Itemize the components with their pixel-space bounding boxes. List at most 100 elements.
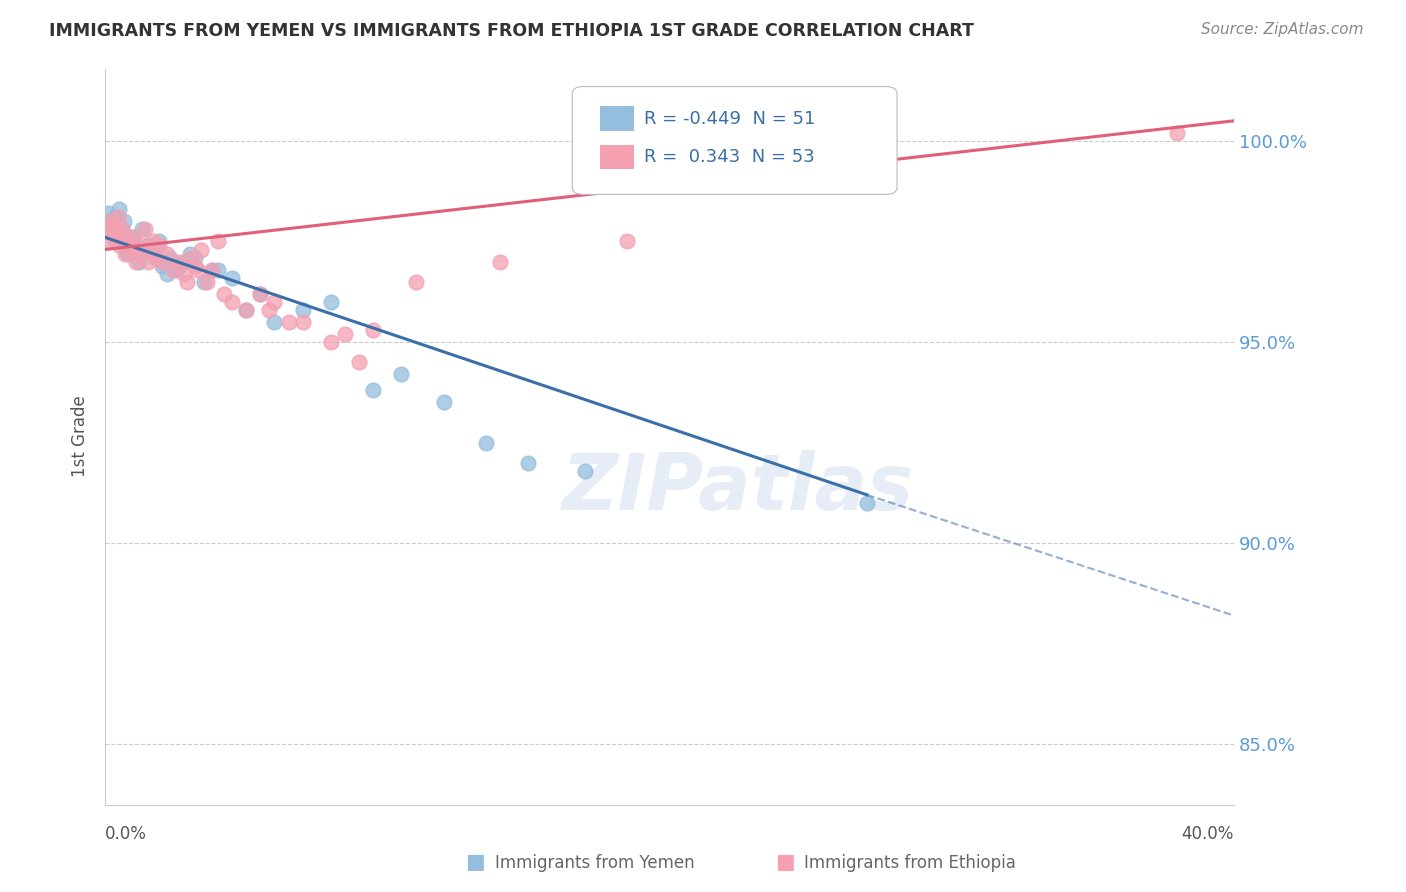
Point [131, 222, 153, 236]
Point [112, 214, 135, 228]
Point [433, 395, 456, 409]
Point [291, 302, 314, 317]
Point [153, 254, 176, 268]
Point [263, 294, 285, 309]
Point [104, 235, 127, 249]
Point [156, 267, 179, 281]
Point [101, 219, 124, 233]
Point [249, 286, 271, 301]
Point [156, 246, 179, 260]
Point [221, 294, 243, 309]
Point [114, 246, 136, 260]
Point [125, 254, 148, 268]
Point [856, 496, 879, 510]
Point [184, 259, 207, 273]
Point [184, 251, 207, 265]
Point [176, 275, 198, 289]
Point [114, 238, 136, 252]
Point [574, 464, 596, 478]
Point [201, 262, 224, 277]
Point [173, 267, 195, 281]
Text: Source: ZipAtlas.com: Source: ZipAtlas.com [1201, 22, 1364, 37]
Point [319, 334, 342, 349]
Point [361, 384, 384, 398]
Text: R =  0.343  N = 53: R = 0.343 N = 53 [644, 148, 814, 166]
Point [235, 302, 257, 317]
Point [139, 243, 162, 257]
Point [128, 254, 150, 268]
Point [167, 254, 190, 268]
Point [107, 211, 129, 225]
Point [97, 206, 120, 220]
Text: ■: ■ [775, 853, 794, 872]
Point [104, 230, 127, 244]
Point [207, 262, 229, 277]
Point [167, 259, 190, 273]
Point [148, 235, 170, 249]
Point [125, 243, 148, 257]
Point [131, 238, 153, 252]
Point [117, 235, 139, 249]
Point [179, 251, 201, 265]
Text: ■: ■ [465, 853, 485, 872]
Point [110, 230, 132, 244]
Point [361, 323, 384, 337]
Point [142, 235, 165, 249]
Point [207, 235, 229, 249]
Point [221, 270, 243, 285]
Point [97, 222, 120, 236]
Point [159, 251, 181, 265]
Point [111, 222, 134, 236]
Point [187, 262, 209, 277]
Point [108, 202, 131, 217]
Point [193, 275, 215, 289]
Point [405, 275, 427, 289]
Point [105, 222, 128, 236]
Text: IMMIGRANTS FROM YEMEN VS IMMIGRANTS FROM ETHIOPIA 1ST GRADE CORRELATION CHART: IMMIGRANTS FROM YEMEN VS IMMIGRANTS FROM… [49, 22, 974, 40]
Point [117, 246, 139, 260]
Point [100, 214, 122, 228]
Point [115, 243, 138, 257]
Point [489, 254, 512, 268]
Point [103, 211, 125, 225]
Point [110, 230, 132, 244]
Point [136, 238, 159, 252]
Point [100, 214, 122, 228]
Point [165, 262, 187, 277]
Point [120, 230, 142, 244]
Point [128, 246, 150, 260]
Point [173, 254, 195, 268]
Point [212, 286, 235, 301]
Point [139, 243, 162, 257]
Point [616, 235, 638, 249]
Point [319, 294, 342, 309]
Point [122, 235, 145, 249]
Point [122, 230, 145, 244]
Point [111, 222, 134, 236]
Point [263, 315, 285, 329]
Point [148, 238, 170, 252]
Point [108, 238, 131, 252]
Point [110, 230, 132, 244]
Y-axis label: 1st Grade: 1st Grade [72, 396, 89, 477]
Point [475, 435, 498, 450]
Point [98, 235, 121, 249]
Point [277, 315, 299, 329]
Point [150, 254, 173, 268]
Point [162, 262, 184, 277]
Point [517, 456, 540, 470]
Point [142, 246, 165, 260]
Point [105, 227, 128, 241]
Point [249, 286, 271, 301]
Point [1166, 126, 1188, 140]
Point [120, 243, 142, 257]
Point [235, 302, 257, 317]
Text: 0.0%: 0.0% [105, 825, 148, 843]
Text: Immigrants from Yemen: Immigrants from Yemen [495, 855, 695, 872]
Point [145, 251, 167, 265]
Point [291, 315, 314, 329]
Point [136, 254, 159, 268]
Text: Immigrants from Ethiopia: Immigrants from Ethiopia [804, 855, 1017, 872]
Point [333, 326, 356, 341]
Point [347, 355, 370, 369]
